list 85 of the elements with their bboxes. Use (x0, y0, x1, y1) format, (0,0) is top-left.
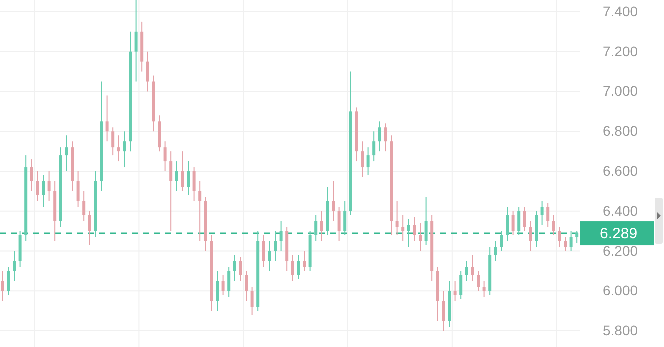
candlestick (76, 171, 80, 208)
candlestick (48, 171, 51, 202)
candlestick (558, 226, 562, 248)
candlestick (454, 280, 457, 302)
candlestick (494, 240, 498, 262)
candlestick (477, 270, 480, 292)
candlestick (181, 151, 184, 192)
candlestick (523, 206, 526, 232)
candlestick (250, 286, 254, 316)
candlestick (198, 180, 202, 242)
candlestick (344, 200, 347, 236)
candlestick (314, 214, 318, 242)
y-tick-label: 6.800 (603, 123, 638, 140)
candlestick (552, 214, 556, 236)
candlestick (65, 135, 68, 172)
candlestick (570, 230, 573, 252)
candlestick (262, 234, 266, 268)
candlestick (274, 230, 277, 262)
candlestick (239, 256, 242, 282)
candlestick (268, 240, 272, 272)
candlestick (303, 250, 306, 272)
candlestick (82, 190, 86, 222)
candlestick (192, 167, 196, 202)
candlestick (1, 270, 4, 302)
candlestick (222, 274, 225, 296)
candlestick (187, 161, 190, 196)
y-tick-label: 6.200 (603, 242, 638, 259)
candlestick (123, 131, 126, 168)
candlestick (471, 254, 474, 282)
candlestick (506, 206, 509, 242)
candlestick (13, 250, 16, 282)
candlestick (7, 266, 10, 296)
candlestick (332, 180, 335, 222)
candlestick (88, 210, 92, 246)
y-tick-label: 7.200 (603, 43, 638, 60)
ref-line-label: 6.289 (600, 226, 638, 243)
candlestick (460, 270, 463, 300)
candlestick (146, 51, 150, 92)
candlestick (546, 202, 550, 228)
candlestick (442, 290, 446, 332)
candlestick (378, 121, 382, 152)
candlestick (407, 218, 410, 248)
candlestick (134, 0, 138, 82)
candlestick (36, 171, 40, 202)
candlestick (280, 220, 283, 252)
y-tick-label: 5.800 (603, 322, 638, 339)
candlestick (216, 270, 219, 312)
candlestick (175, 161, 178, 192)
candlestick (320, 210, 324, 242)
candlestick (396, 200, 399, 236)
candlestick (518, 206, 521, 236)
candlestick (297, 254, 300, 280)
candlestick (465, 260, 468, 282)
candlestick (540, 200, 544, 226)
candlestick (372, 131, 376, 162)
candlestick (117, 135, 120, 162)
candlestick (170, 151, 173, 232)
candlestick (233, 254, 236, 282)
candlestick (576, 230, 579, 244)
candlestick (413, 216, 416, 242)
candlestick (106, 95, 109, 142)
y-tick-label: 6.400 (603, 202, 638, 219)
candlestick (384, 123, 388, 152)
candlestick (245, 270, 248, 302)
candlestick (419, 222, 422, 252)
candlestick (402, 214, 405, 242)
candlestick (338, 206, 341, 242)
y-tick-label: 7.400 (603, 3, 638, 20)
y-tick-label: 6.600 (603, 162, 638, 179)
candlestick (482, 280, 486, 298)
candlestick (164, 141, 167, 172)
candlestick (500, 230, 504, 252)
candlestick (291, 254, 294, 282)
candlestick (112, 127, 115, 156)
candlestick (529, 220, 532, 252)
candlestick (564, 236, 567, 252)
candlestick (228, 266, 231, 298)
y-tick-label: 7.000 (603, 83, 638, 100)
y-tick-label: 6.000 (603, 282, 638, 299)
candlestick (42, 174, 45, 208)
candlestick (30, 159, 34, 192)
candlestick (361, 141, 364, 178)
candlestick (424, 196, 428, 246)
candlestick (512, 210, 515, 236)
candlestick (366, 147, 370, 176)
